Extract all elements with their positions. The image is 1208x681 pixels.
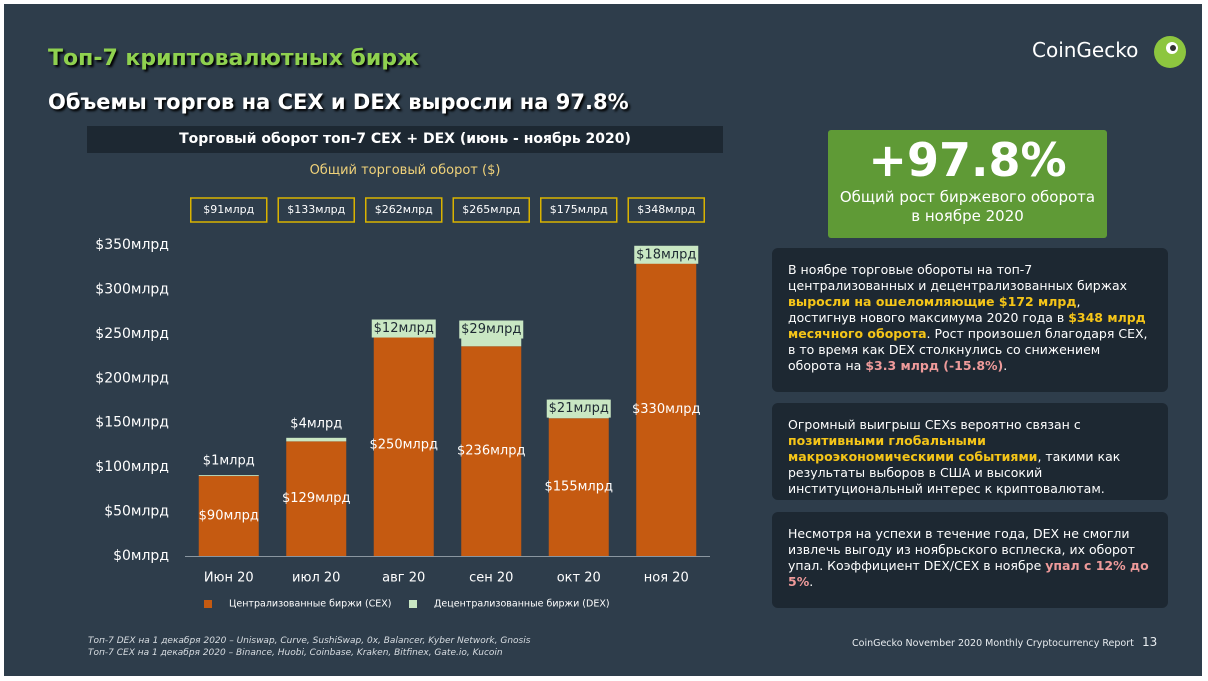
y-tick-label: $250млрд [95, 326, 169, 342]
total-label: $348млрд [637, 203, 695, 216]
text-panel: Несмотря на успехи в течение года, DEX н… [772, 512, 1168, 608]
bar-segment [286, 437, 347, 442]
total-box [540, 197, 618, 223]
panel-text: . Рост произошел благодаря CEX, в то вре… [788, 326, 1148, 373]
footer-report: CoinGecko November 2020 Monthly Cryptocu… [852, 638, 1134, 649]
y-tick-label: $0млрд [113, 548, 169, 564]
highlight-text: упал с 12% до 5% [788, 558, 1149, 589]
panel-text: , такими как результаты выборов в США и … [788, 449, 1121, 496]
y-tick-label: $300млрд [95, 281, 169, 297]
panel-text: . [1003, 358, 1008, 373]
chart-title: Торговый оборот топ-7 CEX + DEX (июнь - … [87, 126, 723, 153]
legend-swatch [409, 600, 417, 608]
panel-text: . [809, 574, 814, 589]
x-tick-label: ноя 20 [644, 571, 689, 586]
y-tick-label: $100млрд [95, 459, 169, 475]
bar-segment [636, 262, 697, 556]
panel-text: Несмотря на успехи в течение года, DEX н… [788, 526, 1135, 573]
x-tick-label: авг 20 [382, 571, 425, 586]
value-label: $21млрд [549, 401, 609, 416]
slide: Топ-7 криптовалютных бирж Объемы торгов … [4, 4, 1202, 676]
x-tick-label: Июн 20 [204, 571, 254, 586]
value-label-bg [371, 319, 436, 338]
bar-segment [198, 476, 259, 556]
y-tick-label: $200млрд [95, 370, 169, 386]
value-label: $18млрд [636, 247, 696, 262]
value-label: $1млрд [203, 454, 255, 469]
y-tick-label: $150млрд [95, 415, 169, 431]
x-tick-label: окт 20 [557, 571, 601, 586]
highlight-caption: в ноябре 2020 [911, 207, 1024, 225]
total-box [365, 197, 443, 223]
value-label: $236млрд [457, 444, 525, 459]
total-box [452, 197, 530, 223]
bar-segment [548, 418, 609, 556]
text-panel: Огромный выигрыш CEXs вероятно связан с … [772, 403, 1168, 500]
panel-text: Огромный выигрыш CEXs вероятно связан с [788, 417, 1081, 432]
bar-segment [198, 475, 259, 477]
total-label: $91млрд [203, 203, 254, 216]
value-label: $90млрд [199, 509, 259, 524]
total-label: $262млрд [375, 203, 433, 216]
highlight-text: $348 млрд месячного оборота [788, 310, 1146, 341]
value-label: $4млрд [290, 416, 342, 431]
total-box [190, 197, 268, 223]
value-label-bg [634, 245, 699, 264]
highlight-text: позитивными глобальными макроэкономическ… [788, 433, 1038, 464]
total-label: $175млрд [550, 203, 608, 216]
value-label: $12млрд [374, 321, 434, 336]
value-label: $29млрд [461, 322, 521, 337]
x-tick-label: июл 20 [292, 571, 340, 586]
footnote: Топ-7 CEX на 1 декабря 2020 – Binance, H… [88, 648, 503, 658]
legend-swatch [204, 600, 212, 608]
value-label: $129млрд [282, 491, 350, 506]
highlight-text: $3.3 млрд (-15.8%) [865, 358, 1004, 373]
bar-segment [373, 333, 434, 556]
y-tick-label: $350млрд [95, 237, 169, 253]
total-label: $133млрд [287, 203, 345, 216]
value-label: $250млрд [370, 437, 438, 452]
total-label: $265млрд [462, 203, 520, 216]
text-panel: В ноябре торговые обороты на топ-7 центр… [772, 248, 1168, 392]
highlight-caption: Общий рост биржевого оборота [839, 188, 1096, 206]
logo-icon [1154, 36, 1186, 68]
y-tick-label: $50млрд [104, 504, 169, 520]
panel-text: , достигнув нового максимума 2020 года в [788, 294, 1081, 325]
total-title: Общий торговый оборот ($) [309, 163, 501, 178]
footnote: Топ-7 DEX на 1 декабря 2020 – Uniswap, C… [88, 636, 531, 646]
legend-label: Децентрализованные биржи (DEX) [434, 599, 610, 610]
x-tick-label: сен 20 [469, 571, 513, 586]
value-label-bg [546, 399, 611, 418]
value-label: $155млрд [545, 480, 613, 495]
panel-text: В ноябре торговые обороты на топ-7 центр… [788, 262, 1128, 293]
slide-title: Топ-7 криптовалютных бирж [48, 46, 419, 71]
highlight-box: +97.8% Общий рост биржевого оборота в но… [828, 130, 1107, 238]
total-box [277, 197, 355, 223]
highlight-text: выросли на ошеломляющие $172 млрд [788, 294, 1077, 309]
page-number: 13 [1142, 635, 1158, 649]
legend-label: Централизованные биржи (CEX) [229, 599, 392, 610]
bar-segment [461, 346, 522, 556]
value-label: $330млрд [632, 402, 700, 417]
chart: $0млрд $50млрд $100млрд $150млрд $200млрд $25… [95, 197, 710, 610]
slide-subtitle: Объемы торгов на CEX и DEX выросли на 97… [48, 90, 629, 114]
logo-text: CoinGecko [1032, 38, 1139, 62]
value-label-bg [459, 320, 524, 339]
total-box [627, 197, 705, 223]
highlight-value: +97.8% [868, 133, 1067, 187]
bar-segment [286, 441, 347, 556]
